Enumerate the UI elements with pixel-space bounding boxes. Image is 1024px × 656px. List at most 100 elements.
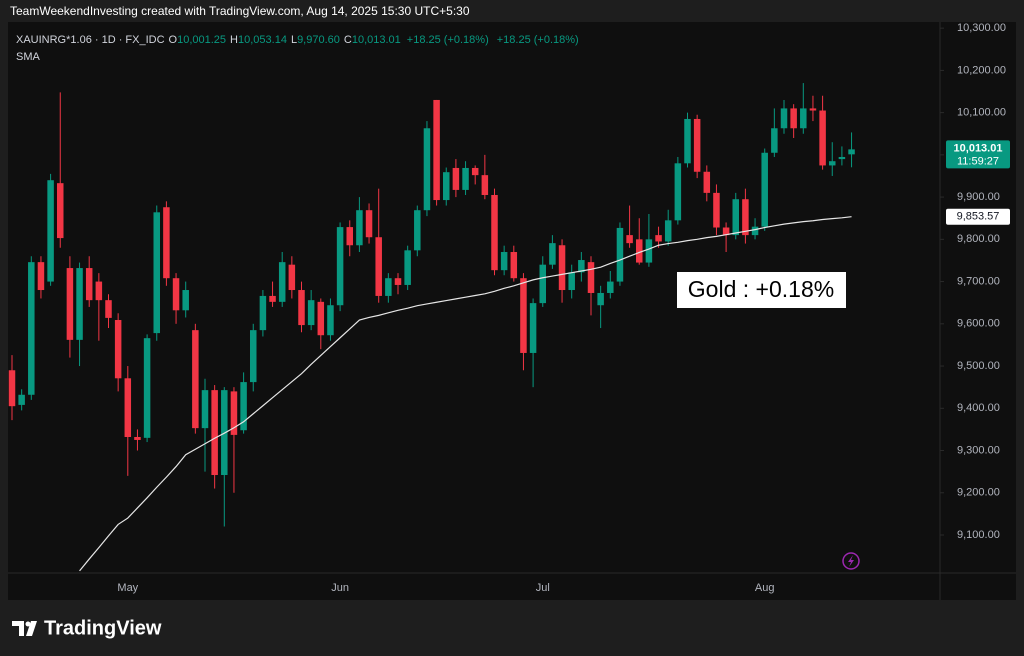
candle-body xyxy=(163,207,170,279)
legend-value: 10,013.01 xyxy=(352,34,401,46)
candle-body xyxy=(114,320,122,379)
legend-value: 10,053.14 xyxy=(238,34,287,46)
candle-body xyxy=(18,394,25,405)
y-tick-label: 10,100.00 xyxy=(957,107,1006,119)
legend-sma: SMA xyxy=(16,51,41,63)
candle-body xyxy=(491,194,498,271)
candle-body xyxy=(636,239,643,263)
candle-body xyxy=(76,268,83,340)
candle-body xyxy=(510,252,518,279)
candle-body xyxy=(211,390,218,476)
candle-body xyxy=(838,156,846,160)
candle-body xyxy=(520,278,527,353)
candle-body xyxy=(578,260,585,273)
x-tick-label: Aug xyxy=(755,582,775,594)
candle-body xyxy=(558,245,566,291)
x-tick-label: Jul xyxy=(536,582,550,594)
candle-body xyxy=(278,262,286,302)
candle-body xyxy=(414,210,421,251)
sma-price-box xyxy=(946,208,1010,225)
candle-body xyxy=(346,227,353,246)
candle-body xyxy=(385,278,392,296)
candle-body xyxy=(269,295,276,302)
candle-body xyxy=(780,108,788,129)
candle-body xyxy=(8,370,16,407)
candle-body xyxy=(481,175,489,195)
candle-body xyxy=(829,161,836,166)
candle-body xyxy=(471,167,479,176)
candle-body xyxy=(192,330,199,429)
candle-body xyxy=(539,264,546,304)
candle-body xyxy=(443,172,450,201)
candle-body xyxy=(452,167,460,190)
y-tick-label: 9,800.00 xyxy=(957,233,1000,245)
legend-value: 10,001.25 xyxy=(177,34,226,46)
last-price-label: 10,013.01 xyxy=(954,142,1003,154)
y-tick-label: 10,200.00 xyxy=(957,64,1006,76)
candle-body xyxy=(616,227,624,282)
legend-key: C xyxy=(344,34,352,46)
candle-body xyxy=(394,278,402,285)
candle-body xyxy=(153,212,160,334)
candle-body xyxy=(500,252,508,271)
sma-price-label: 9,853.57 xyxy=(957,211,1000,223)
candle-body xyxy=(143,338,151,438)
candle-body xyxy=(307,300,315,326)
candle-body xyxy=(732,199,739,236)
y-tick-label: 10,300.00 xyxy=(957,22,1006,34)
candle-body xyxy=(47,180,54,282)
legend-key: H xyxy=(230,34,238,46)
candle-body xyxy=(645,239,653,263)
y-tick-label: 9,100.00 xyxy=(957,529,1000,541)
candle-body xyxy=(722,227,730,236)
legend: XAUINRG*1.06 · 1D · FX_IDC SMA O 10,001.2… xyxy=(16,34,579,63)
candle-body xyxy=(85,268,93,301)
candle-body xyxy=(37,262,45,291)
legend-key: L xyxy=(291,34,297,46)
candle-body xyxy=(800,108,807,129)
candle-body xyxy=(751,226,759,236)
annotation-text: Gold : +0.18% xyxy=(688,276,834,302)
y-tick-label: 9,500.00 xyxy=(957,360,1000,372)
annotation-box xyxy=(677,272,846,308)
candle-body xyxy=(568,272,575,291)
y-tick-label: 9,600.00 xyxy=(957,318,1000,330)
countdown-label: 11:59:27 xyxy=(957,155,999,167)
candle-body xyxy=(587,262,595,293)
y-tick-label: 9,300.00 xyxy=(957,444,1000,456)
candle-body xyxy=(240,382,247,431)
candle-body xyxy=(105,300,112,318)
y-tick-label: 9,400.00 xyxy=(957,402,1000,414)
candle-body xyxy=(365,210,373,238)
candle-body xyxy=(684,118,691,164)
candle-body xyxy=(230,391,238,435)
candle-body xyxy=(713,192,720,228)
candle-body xyxy=(549,243,556,265)
legend-change: +18.25 (+0.18%) xyxy=(407,34,489,46)
candle-body xyxy=(57,183,64,239)
candle-body xyxy=(742,199,749,236)
candle-body xyxy=(529,303,537,353)
candle-body xyxy=(327,305,334,336)
candle-body xyxy=(433,99,440,201)
candle-body xyxy=(703,171,711,193)
candle-body xyxy=(655,235,662,242)
legend-symbol: XAUINRG*1.06 · 1D · FX_IDC xyxy=(16,34,165,46)
candle-body xyxy=(288,264,296,291)
footer-brand: TradingView xyxy=(44,617,162,639)
candle-body xyxy=(336,227,344,306)
x-tick-label: May xyxy=(117,582,138,594)
legend-value: 9,970.60 xyxy=(297,34,340,46)
candle-body xyxy=(317,301,325,336)
candle-body xyxy=(182,290,189,311)
candle-body xyxy=(790,108,797,129)
alert-icon[interactable] xyxy=(842,552,860,570)
candle-body xyxy=(124,378,132,438)
candle-body xyxy=(423,128,431,211)
candle-body xyxy=(819,110,826,166)
candle-body xyxy=(250,330,257,383)
candle-body xyxy=(462,167,469,190)
candle-body xyxy=(693,118,701,172)
